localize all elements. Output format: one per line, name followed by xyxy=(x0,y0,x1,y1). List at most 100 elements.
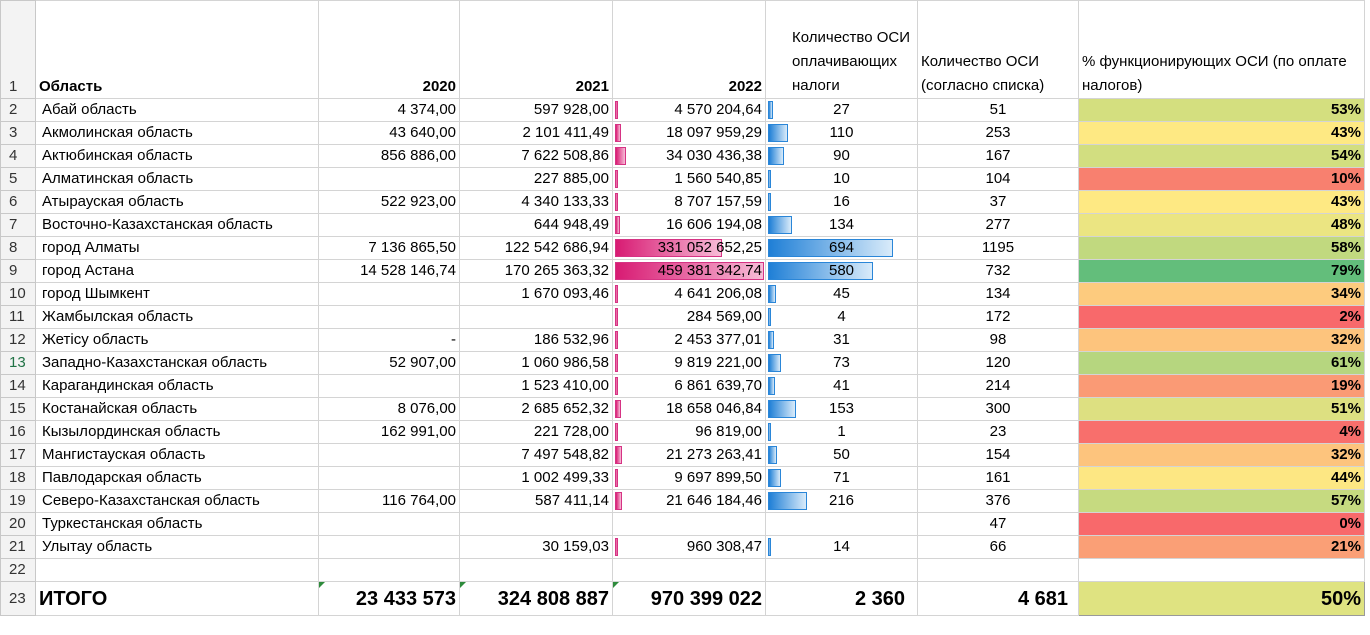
cell-osi-total[interactable]: 253 xyxy=(917,121,1079,145)
cell-2020[interactable] xyxy=(318,535,460,559)
row-header[interactable]: 18 xyxy=(0,466,36,490)
total-pct-functioning[interactable]: 50% xyxy=(1078,581,1365,616)
cell-pct-functioning[interactable]: 32% xyxy=(1078,328,1365,352)
cell-osi-total[interactable]: 23 xyxy=(917,420,1079,444)
row-header[interactable]: 11 xyxy=(0,305,36,329)
cell-2021[interactable]: 1 060 986,58 xyxy=(459,351,613,375)
cell-pct-functioning[interactable]: 48% xyxy=(1078,213,1365,237)
row-header[interactable]: 6 xyxy=(0,190,36,214)
header-osi-paying[interactable]: Количество ОСИ оплачивающих налоги xyxy=(765,0,918,99)
row-header[interactable]: 15 xyxy=(0,397,36,421)
cell-2022[interactable]: 16 606 194,08 xyxy=(612,213,766,237)
cell-region[interactable]: Восточно-Казахстанская область xyxy=(35,213,319,237)
cell-region[interactable]: Алматинская область xyxy=(35,167,319,191)
cell-2022[interactable]: 2 453 377,01 xyxy=(612,328,766,352)
cell-2020[interactable]: 7 136 865,50 xyxy=(318,236,460,260)
cell-osi-total[interactable]: 167 xyxy=(917,144,1079,168)
cell-2022[interactable]: 960 308,47 xyxy=(612,535,766,559)
row-header[interactable]: 3 xyxy=(0,121,36,145)
cell-osi-paying[interactable]: 110 xyxy=(765,121,918,145)
cell-region[interactable]: Акмолинская область xyxy=(35,121,319,145)
cell-pct-functioning[interactable]: 58% xyxy=(1078,236,1365,260)
cell-2021[interactable]: 186 532,96 xyxy=(459,328,613,352)
cell-pct-functioning[interactable]: 10% xyxy=(1078,167,1365,191)
cell-pct-functioning[interactable]: 21% xyxy=(1078,535,1365,559)
header-2020[interactable]: 2020 xyxy=(318,0,460,99)
cell-osi-paying[interactable]: 14 xyxy=(765,535,918,559)
cell-region[interactable]: Жетісу область xyxy=(35,328,319,352)
cell-osi-paying[interactable]: 16 xyxy=(765,190,918,214)
cell-2022[interactable] xyxy=(612,512,766,536)
cell-pct-functioning[interactable]: 53% xyxy=(1078,98,1365,122)
cell-2020[interactable]: 116 764,00 xyxy=(318,489,460,513)
cell-osi-paying[interactable]: 90 xyxy=(765,144,918,168)
cell-2021[interactable]: 122 542 686,94 xyxy=(459,236,613,260)
cell-osi-total[interactable]: 134 xyxy=(917,282,1079,306)
cell-2020[interactable] xyxy=(318,282,460,306)
cell-region[interactable]: город Астана xyxy=(35,259,319,283)
row-header[interactable]: 4 xyxy=(0,144,36,168)
row-header[interactable]: 20 xyxy=(0,512,36,536)
row-header[interactable]: 10 xyxy=(0,282,36,306)
cell-pct-functioning[interactable]: 4% xyxy=(1078,420,1365,444)
cell-2021[interactable]: 7 497 548,82 xyxy=(459,443,613,467)
cell-region[interactable]: Западно-Казахстанская область xyxy=(35,351,319,375)
cell-2022[interactable]: 6 861 639,70 xyxy=(612,374,766,398)
cell-pct-functioning[interactable]: 43% xyxy=(1078,121,1365,145)
cell-2022[interactable]: 9 819 221,00 xyxy=(612,351,766,375)
cell-2020[interactable]: 14 528 146,74 xyxy=(318,259,460,283)
cell-osi-total[interactable] xyxy=(917,558,1079,582)
cell-2022[interactable]: 459 381 342,74 xyxy=(612,259,766,283)
cell-2021[interactable] xyxy=(459,305,613,329)
cell-2022[interactable] xyxy=(612,558,766,582)
cell-2020[interactable] xyxy=(318,167,460,191)
cell-2020[interactable]: 4 374,00 xyxy=(318,98,460,122)
cell-2020[interactable]: - xyxy=(318,328,460,352)
total-y2020[interactable]: 23 433 573 xyxy=(318,581,460,616)
cell-region[interactable]: Туркестанская область xyxy=(35,512,319,536)
cell-region[interactable]: город Алматы xyxy=(35,236,319,260)
row-header[interactable]: 5 xyxy=(0,167,36,191)
row-header[interactable]: 14 xyxy=(0,374,36,398)
cell-region[interactable]: Жамбылская область xyxy=(35,305,319,329)
cell-2021[interactable]: 170 265 363,32 xyxy=(459,259,613,283)
cell-2021[interactable]: 1 523 410,00 xyxy=(459,374,613,398)
cell-2022[interactable]: 21 273 263,41 xyxy=(612,443,766,467)
cell-osi-total[interactable]: 66 xyxy=(917,535,1079,559)
cell-region[interactable]: Абай область xyxy=(35,98,319,122)
cell-osi-total[interactable]: 277 xyxy=(917,213,1079,237)
cell-pct-functioning[interactable]: 61% xyxy=(1078,351,1365,375)
cell-pct-functioning[interactable]: 54% xyxy=(1078,144,1365,168)
cell-osi-total[interactable]: 37 xyxy=(917,190,1079,214)
row-header[interactable]: 17 xyxy=(0,443,36,467)
total-label[interactable]: ИТОГО xyxy=(35,581,319,616)
cell-2022[interactable]: 18 097 959,29 xyxy=(612,121,766,145)
cell-2022[interactable]: 18 658 046,84 xyxy=(612,397,766,421)
cell-osi-total[interactable]: 300 xyxy=(917,397,1079,421)
cell-region[interactable]: Карагандинская область xyxy=(35,374,319,398)
cell-osi-paying[interactable]: 216 xyxy=(765,489,918,513)
cell-osi-paying[interactable]: 41 xyxy=(765,374,918,398)
cell-2022[interactable]: 1 560 540,85 xyxy=(612,167,766,191)
row-header[interactable]: 2 xyxy=(0,98,36,122)
cell-2020[interactable]: 8 076,00 xyxy=(318,397,460,421)
cell-osi-total[interactable]: 47 xyxy=(917,512,1079,536)
cell-2021[interactable]: 4 340 133,33 xyxy=(459,190,613,214)
row-header[interactable]: 8 xyxy=(0,236,36,260)
cell-pct-functioning[interactable]: 51% xyxy=(1078,397,1365,421)
row-header[interactable]: 19 xyxy=(0,489,36,513)
cell-2021[interactable]: 2 101 411,49 xyxy=(459,121,613,145)
cell-2021[interactable]: 597 928,00 xyxy=(459,98,613,122)
row-header[interactable]: 16 xyxy=(0,420,36,444)
cell-2020[interactable] xyxy=(318,512,460,536)
header-2022[interactable]: 2022 xyxy=(612,0,766,99)
cell-osi-paying[interactable] xyxy=(765,512,918,536)
cell-2022[interactable]: 96 819,00 xyxy=(612,420,766,444)
cell-2020[interactable]: 522 923,00 xyxy=(318,190,460,214)
cell-osi-total[interactable]: 214 xyxy=(917,374,1079,398)
cell-2021[interactable]: 1 670 093,46 xyxy=(459,282,613,306)
header-2021[interactable]: 2021 xyxy=(459,0,613,99)
cell-osi-paying[interactable]: 71 xyxy=(765,466,918,490)
cell-region[interactable]: Кызылординская область xyxy=(35,420,319,444)
cell-region[interactable]: Мангистауская область xyxy=(35,443,319,467)
